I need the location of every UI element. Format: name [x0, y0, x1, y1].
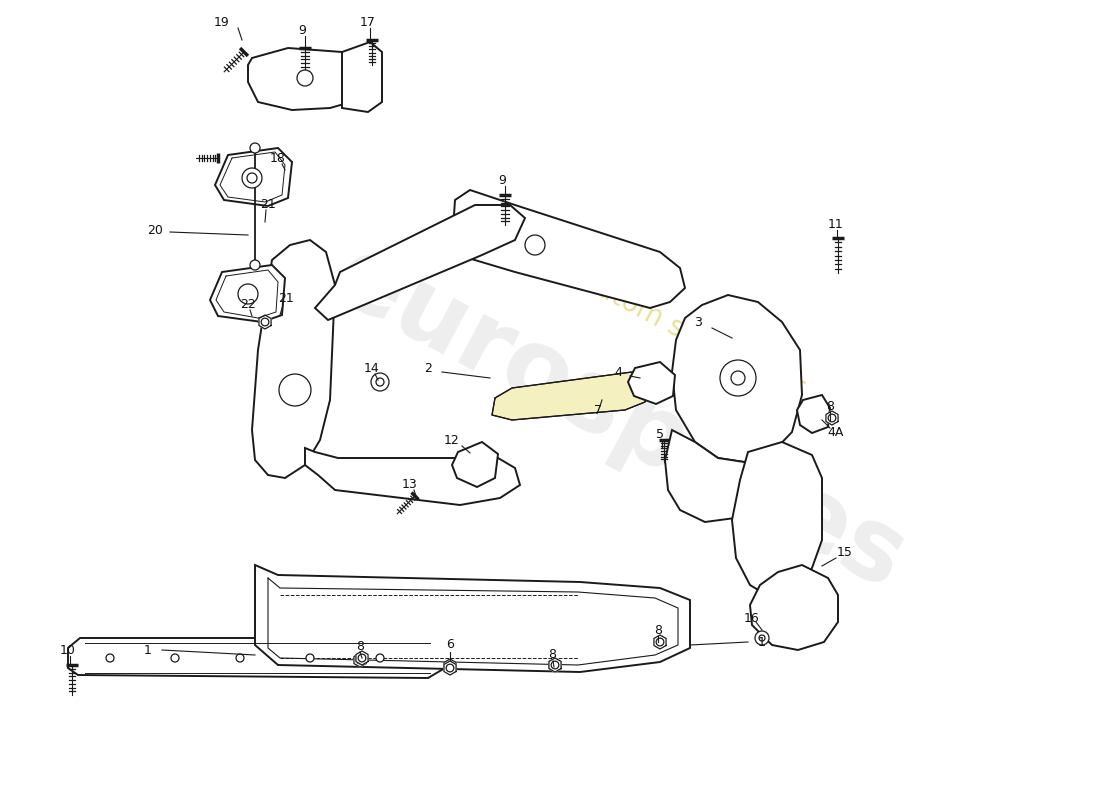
Polygon shape	[342, 42, 382, 112]
Text: 11: 11	[828, 218, 844, 230]
Circle shape	[279, 374, 311, 406]
Text: 5: 5	[656, 429, 664, 442]
Text: 16: 16	[744, 611, 760, 625]
Circle shape	[732, 371, 745, 385]
Polygon shape	[255, 565, 690, 672]
Polygon shape	[732, 442, 822, 596]
Circle shape	[525, 235, 544, 255]
Circle shape	[551, 661, 559, 669]
Circle shape	[371, 373, 389, 391]
Polygon shape	[210, 265, 285, 322]
Text: 15: 15	[837, 546, 852, 558]
Text: 18: 18	[271, 151, 286, 165]
Circle shape	[447, 664, 454, 672]
Polygon shape	[305, 448, 520, 505]
Circle shape	[250, 260, 260, 270]
Text: 9: 9	[498, 174, 506, 186]
Text: 14: 14	[364, 362, 380, 375]
Polygon shape	[452, 442, 498, 487]
Text: 10: 10	[60, 643, 76, 657]
Circle shape	[236, 654, 244, 662]
Text: 12: 12	[444, 434, 460, 446]
Text: 3: 3	[694, 315, 702, 329]
Text: 2: 2	[425, 362, 432, 374]
Text: eurospares: eurospares	[318, 229, 922, 611]
Circle shape	[106, 654, 114, 662]
Text: 1: 1	[144, 643, 152, 657]
Circle shape	[297, 70, 313, 86]
Polygon shape	[315, 205, 525, 320]
Polygon shape	[628, 362, 675, 404]
Circle shape	[376, 654, 384, 662]
Polygon shape	[798, 395, 830, 433]
Text: 8: 8	[548, 649, 556, 662]
Polygon shape	[750, 565, 838, 650]
Text: 6: 6	[447, 638, 454, 651]
Circle shape	[261, 318, 268, 326]
Circle shape	[376, 378, 384, 386]
Text: 8: 8	[654, 623, 662, 637]
Text: 4: 4	[614, 366, 622, 378]
Text: 13: 13	[403, 478, 418, 490]
Circle shape	[356, 656, 364, 664]
Circle shape	[170, 654, 179, 662]
Text: 22: 22	[240, 298, 256, 311]
Polygon shape	[672, 295, 802, 462]
Text: 7: 7	[594, 403, 602, 417]
Circle shape	[242, 168, 262, 188]
Polygon shape	[452, 190, 685, 308]
Circle shape	[306, 654, 313, 662]
Polygon shape	[444, 659, 456, 673]
Polygon shape	[252, 240, 336, 478]
Circle shape	[656, 638, 664, 646]
Polygon shape	[549, 658, 561, 672]
Text: a Autom since 1985: a Autom since 1985	[551, 253, 810, 407]
Circle shape	[248, 173, 257, 183]
Text: 8: 8	[356, 639, 364, 653]
Polygon shape	[354, 653, 366, 667]
Polygon shape	[68, 638, 446, 678]
Polygon shape	[666, 430, 758, 522]
Polygon shape	[492, 372, 652, 420]
Text: 8: 8	[826, 399, 834, 413]
Circle shape	[359, 654, 366, 662]
Polygon shape	[248, 48, 372, 110]
Text: 9: 9	[298, 23, 306, 37]
Circle shape	[250, 143, 260, 153]
Text: 21: 21	[278, 291, 294, 305]
Circle shape	[238, 284, 258, 304]
Circle shape	[828, 414, 836, 422]
Polygon shape	[258, 315, 271, 329]
Circle shape	[720, 360, 756, 396]
Text: 21: 21	[260, 198, 276, 210]
Circle shape	[447, 662, 454, 670]
Polygon shape	[444, 661, 456, 675]
Polygon shape	[826, 411, 838, 425]
Polygon shape	[214, 148, 292, 206]
Text: 19: 19	[214, 15, 230, 29]
Polygon shape	[356, 651, 369, 665]
Text: 17: 17	[360, 15, 376, 29]
Text: 20: 20	[147, 223, 163, 237]
Text: 1: 1	[758, 635, 766, 649]
Circle shape	[759, 635, 764, 641]
Text: 4A: 4A	[828, 426, 844, 438]
Polygon shape	[653, 635, 667, 649]
Circle shape	[755, 631, 769, 645]
Circle shape	[551, 661, 559, 669]
Polygon shape	[549, 658, 561, 672]
